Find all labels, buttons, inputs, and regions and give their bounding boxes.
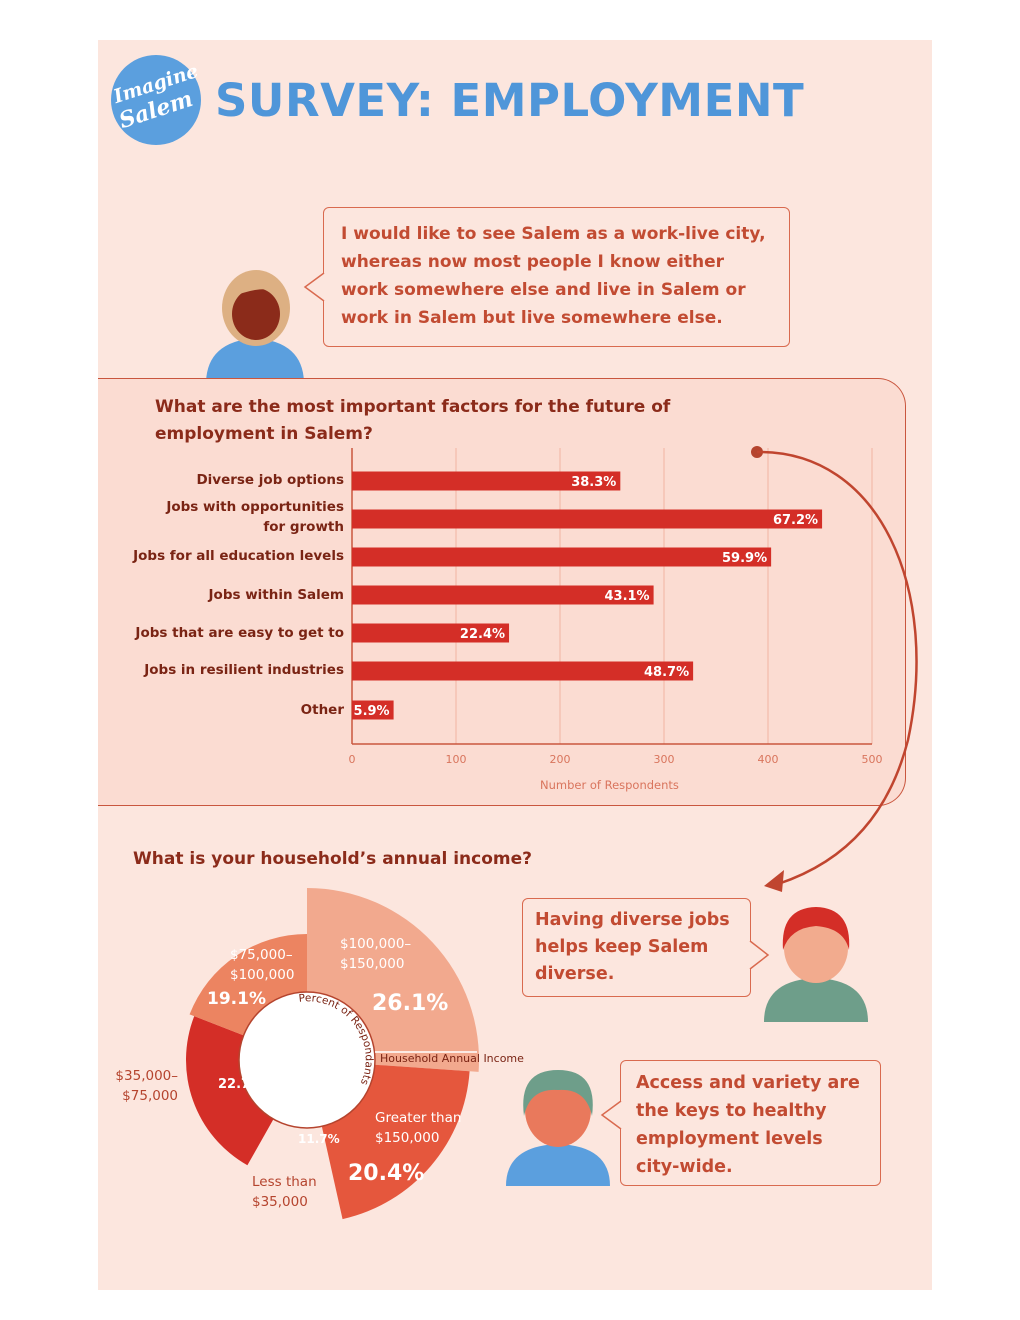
bar-data-label: 5.9% (354, 704, 390, 719)
pie-slice (307, 888, 480, 1072)
bar-category-label: Jobs with opportunities for growth (166, 499, 344, 535)
imagine-salem-logo: Imagine Salem (111, 55, 201, 145)
pie-slice-label: $100,000 (230, 967, 294, 983)
pie-axis-label: Household Annual Income (380, 1052, 524, 1065)
x-tick-label: 0 (348, 753, 356, 766)
bar-chart-title: What are the most important factors for … (155, 397, 671, 444)
man-green-hair-avatar-icon (506, 1070, 610, 1186)
pie-slice-label: $35,000 (252, 1194, 308, 1210)
bar-category-label: Jobs in resilient industries (144, 662, 344, 678)
bar (352, 700, 394, 720)
bubble-pointer (303, 272, 325, 302)
quote-bubble-top: I would like to see Salem as a work-live… (323, 207, 790, 347)
pie-slice-label: $75,000 (122, 1088, 178, 1104)
curved-arrow (751, 446, 918, 892)
man-red-hair-avatar-icon (764, 907, 868, 1022)
pie-slice-label: Less than (252, 1174, 317, 1190)
pie-slice-label: $150,000 (375, 1130, 439, 1146)
pie-slice (189, 934, 307, 1036)
quote-bubble-bottom: Access and variety are the keys to healt… (620, 1060, 881, 1186)
pie-slice (321, 1064, 470, 1220)
x-tick-label: 200 (549, 753, 571, 766)
pie-slice-label: $35,000– (115, 1068, 178, 1084)
pie-slice-label: $150,000 (340, 956, 404, 972)
bar (352, 661, 694, 681)
pie-slice-label: $75,000– (230, 947, 293, 963)
quote-bubble-right: Having diverse jobs helps keep Salem div… (522, 898, 751, 997)
pie-slice-value: 11.7% (298, 1132, 340, 1146)
bar-data-label: 22.4% (460, 627, 505, 642)
pie-slice-value: 20.4% (348, 1161, 424, 1186)
bar (352, 623, 510, 643)
bubble-pointer (600, 1100, 622, 1130)
bar (352, 585, 654, 605)
pie-slice-value: 22.7% (218, 1077, 263, 1092)
x-tick-label: 100 (445, 753, 467, 766)
page-title: SURVEY: EMPLOYMENT (215, 74, 805, 127)
pie-slice-label: Greater than (375, 1110, 461, 1126)
bar-data-label: 59.9% (722, 551, 767, 566)
pie-slice-label: $100,000– (340, 936, 411, 952)
x-tick-label: 300 (653, 753, 675, 766)
bar-category-label: Jobs for all education levels (133, 548, 344, 564)
bar (352, 509, 823, 529)
pie-center-hole (238, 991, 376, 1129)
x-tick-label: 400 (757, 753, 779, 766)
pie-chart-title: What is your household’s annual income? (133, 849, 532, 869)
bar-data-label: 67.2% (773, 513, 818, 528)
bar-data-label: 48.7% (644, 665, 689, 680)
pie-slice (186, 1016, 274, 1166)
pie-slice-value: 19.1% (207, 989, 266, 1009)
bar-chart: 38.3% 67.2% 59.9% 43.1% 22.4% 48.7% 5.9% (351, 448, 873, 745)
x-tick-label: 500 (861, 753, 883, 766)
bar-data-label: 43.1% (604, 589, 649, 604)
quote-bottom-text: Access and variety are the keys to healt… (636, 1073, 860, 1177)
bar (352, 547, 772, 567)
woman-avatar-icon (206, 270, 304, 384)
quote-right-text: Having diverse jobs helps keep Salem div… (535, 910, 730, 984)
bar-category-label: Other (300, 702, 344, 718)
quote-top-text: I would like to see Salem as a work-live… (341, 224, 766, 328)
bar-data-label: 38.3% (571, 475, 616, 490)
bar-category-label: Diverse job options (196, 472, 344, 488)
bar-category-label: Jobs that are easy to get to (135, 625, 344, 641)
bar-category-label: Jobs within Salem (208, 587, 344, 603)
bar (352, 471, 621, 491)
bubble-pointer (749, 940, 770, 970)
bar-x-axis-label: Number of Respondents (540, 778, 679, 792)
pie-slice-value: 26.1% (372, 991, 448, 1016)
